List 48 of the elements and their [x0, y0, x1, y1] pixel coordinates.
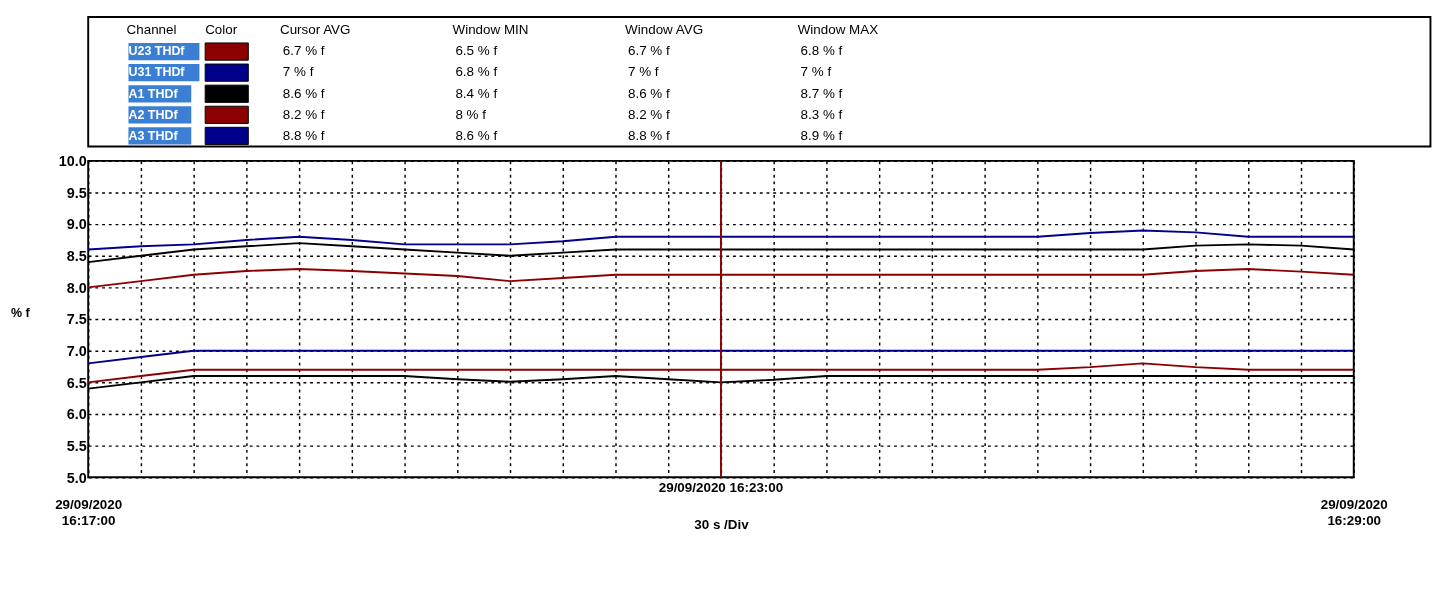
x-tick-label: 29/09/2020 16:17:00: [55, 497, 123, 528]
text: 8.2 % f: [627, 106, 670, 122]
legend-label: A1 THDf: [128, 86, 179, 101]
text: 7 % f: [282, 64, 314, 80]
ref-line-label: 29/09/2020 16:23:00: [658, 479, 784, 495]
x-tick-label: 29/09/2020 16:29:00: [1320, 497, 1388, 528]
y-tick-label: 5.0: [66, 469, 87, 486]
text: Window AVG: [625, 22, 704, 38]
text: 6.7 % f: [282, 43, 325, 59]
text: 8.7 % f: [800, 85, 843, 101]
text: 6.5 % f: [455, 43, 498, 59]
text: 6.8 % f: [800, 43, 843, 59]
y-tick-label: 9.5: [66, 184, 87, 201]
text: 6.8 % f: [455, 64, 498, 80]
text: 8.8 % f: [627, 127, 670, 143]
y-tick-label: 10.0: [58, 153, 87, 170]
text: 7 % f: [800, 64, 832, 80]
y-tick-label: 9.0: [66, 216, 87, 233]
text: Color: [205, 22, 238, 38]
text: 8.6 % f: [627, 85, 670, 101]
text: 6.7 % f: [627, 43, 670, 59]
y-tick-label: 6.0: [66, 406, 87, 423]
y-axis-title: % f: [11, 305, 31, 320]
line-series: [87, 229, 1355, 251]
text: 8.6 % f: [455, 127, 498, 143]
text: 7 % f: [627, 64, 659, 80]
text: 8.8 % f: [282, 127, 325, 143]
y-tick-label: 6.5: [66, 374, 87, 391]
legend-label: U31 THDf: [128, 65, 186, 80]
text: 8.3 % f: [800, 106, 843, 122]
legend-label: U23 THDf: [128, 44, 186, 59]
y-tick-label: 5.5: [66, 437, 87, 454]
y-tick-label: 7.5: [66, 311, 87, 328]
y-tick-label: 8.5: [66, 248, 87, 265]
text: 8 % f: [455, 106, 487, 122]
text: 8.9 % f: [800, 127, 843, 143]
text: Cursor AVG: [279, 22, 351, 38]
legend-label: A2 THDf: [128, 107, 179, 122]
y-tick-label: 8.0: [66, 279, 87, 296]
text: Window MIN: [452, 22, 529, 38]
text: Channel: [126, 22, 177, 38]
legend-label: A3 THDf: [128, 128, 179, 143]
x-axis-title: 30 s /Div: [694, 516, 750, 532]
text: Window MAX: [797, 22, 879, 38]
text: 8.2 % f: [282, 106, 325, 122]
y-tick-label: 7.0: [66, 342, 87, 359]
text: 8.6 % f: [282, 85, 325, 101]
text: 8.4 % f: [455, 85, 498, 101]
